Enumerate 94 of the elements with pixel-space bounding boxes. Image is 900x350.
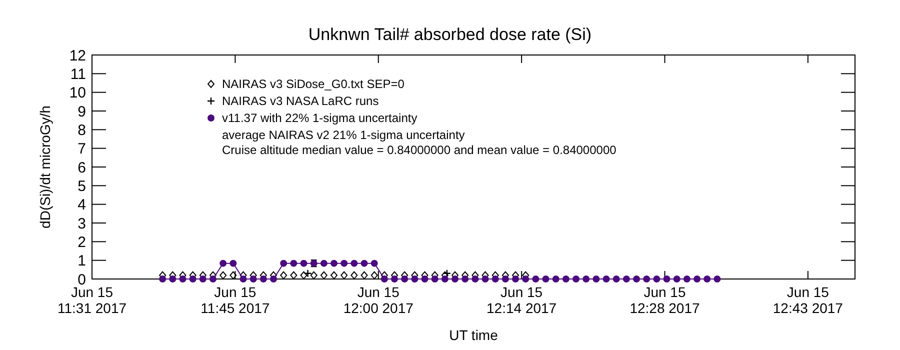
point [230, 260, 237, 267]
point [380, 276, 388, 282]
point [683, 276, 690, 282]
point [320, 271, 328, 280]
point [431, 276, 438, 282]
point [159, 276, 166, 282]
point [602, 276, 610, 282]
point [290, 260, 298, 267]
point [350, 260, 358, 267]
x-axis-title: UT time [449, 327, 498, 343]
point [562, 276, 570, 282]
point [199, 276, 206, 282]
point [280, 271, 288, 280]
point [532, 276, 540, 282]
point [633, 276, 640, 282]
point [350, 271, 358, 280]
point [582, 276, 590, 282]
point [300, 271, 308, 280]
y-tick-label: 5 [78, 178, 86, 195]
point [360, 260, 368, 267]
point [542, 276, 550, 282]
point [304, 269, 312, 278]
point [330, 260, 338, 267]
point [260, 276, 267, 282]
legend-label: NAIRAS v3 NASA LaRC runs [222, 94, 379, 108]
x-tick-label: Jun 15 12:14 2017 [486, 284, 557, 316]
point [290, 271, 298, 280]
point [612, 276, 620, 282]
x-tick-label: Jun 15 12:28 2017 [630, 284, 700, 316]
point [552, 276, 560, 282]
point [714, 276, 721, 282]
annotation: Cruise altitude median value = 0.84000000 and mean value = 0.84000000 [222, 143, 617, 158]
point [452, 276, 459, 282]
legend-label: NAIRAS v3 SiDose_G0.txt SEP=0 [222, 77, 405, 92]
point [240, 276, 247, 282]
point [250, 276, 257, 282]
point [643, 276, 650, 282]
point [653, 276, 660, 282]
point [411, 276, 418, 282]
y-tick-label: 6 [78, 159, 86, 176]
point [462, 276, 469, 282]
point [572, 276, 580, 282]
point [310, 271, 318, 280]
point [694, 276, 701, 282]
point [421, 276, 428, 282]
point [370, 260, 378, 267]
point [370, 271, 378, 280]
point [442, 269, 452, 278]
point [441, 276, 448, 282]
point [280, 260, 288, 267]
point [320, 260, 328, 267]
point [230, 271, 237, 280]
point [340, 271, 348, 280]
y-tick-label: 12 [69, 47, 86, 64]
y-axis-title: dD(Si)/dt microGy/h [37, 106, 53, 228]
point [673, 276, 680, 282]
annotation: average NAIRAS v2 21% 1-sigma uncertainty [222, 128, 465, 142]
y-tick-label: 9 [78, 103, 86, 120]
point [592, 276, 600, 282]
point [522, 276, 530, 282]
point [482, 276, 489, 282]
point [622, 276, 630, 282]
point [270, 276, 278, 282]
point [663, 276, 670, 282]
x-tick-label: Jun 15 11:45 2017 [200, 284, 270, 316]
y-tick-label: 8 [78, 122, 86, 139]
x-tick-label: Jun 15 12:00 2017 [343, 284, 414, 316]
chart-title: Unknwn Tail# absorbed dose rate (Si) [308, 25, 592, 44]
y-tick-label: 2 [78, 234, 86, 251]
y-tick-label: 10 [69, 84, 86, 102]
point [179, 276, 186, 282]
point [189, 276, 196, 282]
point [340, 260, 348, 267]
y-tick-label: 11 [70, 66, 86, 83]
point [512, 276, 520, 282]
point [401, 276, 408, 282]
point [220, 271, 227, 280]
point [492, 276, 499, 282]
point [169, 276, 176, 282]
point [220, 260, 227, 267]
point [300, 260, 308, 267]
point [502, 276, 509, 282]
y-tick-label: 7 [78, 140, 86, 158]
x-tick-label: Jun 15 12:43 2017 [772, 284, 844, 316]
point [360, 271, 368, 280]
point [391, 276, 398, 282]
y-tick-label: 4 [78, 196, 86, 214]
point [472, 276, 479, 282]
point [704, 276, 711, 282]
point [330, 271, 338, 280]
y-tick-label: 1 [78, 252, 86, 270]
point [210, 276, 217, 282]
y-tick-label: 3 [78, 215, 86, 232]
legend-label: v11.37 with 22% 1-sigma uncertainty [222, 111, 418, 126]
